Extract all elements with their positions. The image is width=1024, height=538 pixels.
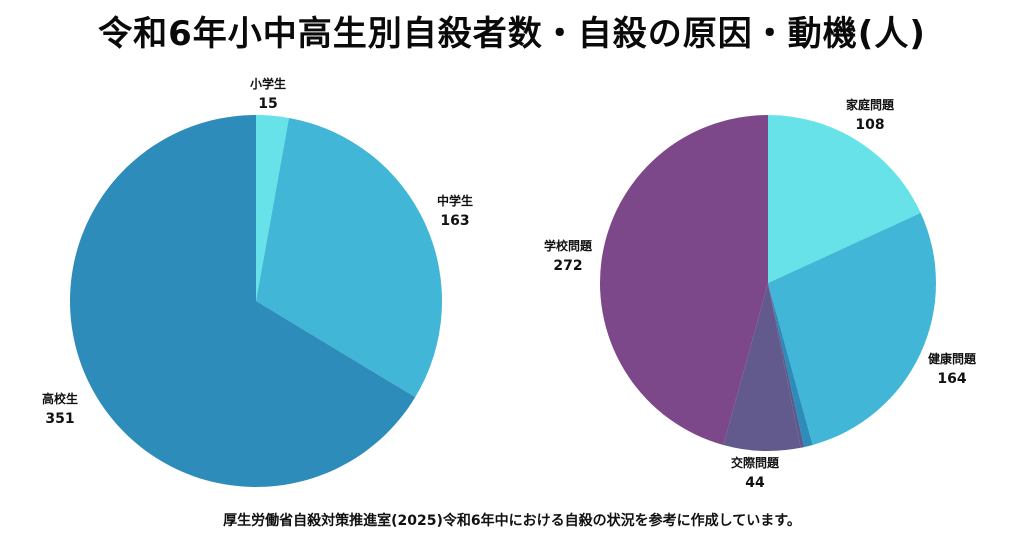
pie-slice <box>768 115 921 283</box>
slice-value-label: 272 <box>553 258 582 274</box>
pie-slice <box>256 117 443 398</box>
slice-label: 高校生 <box>42 391 78 406</box>
slice-label: 小学生 <box>250 76 286 91</box>
pie-slice <box>256 115 289 301</box>
pie-chart-students: 小学生 15 中学生 163 高校生 351 <box>42 76 473 488</box>
pie-slice <box>768 212 936 445</box>
slice-value-label: 351 <box>45 411 74 427</box>
chart-title: 令和6年小中高生別自殺者数・自殺の原因・動機(人) <box>98 14 926 54</box>
pie-slice <box>768 283 805 448</box>
slice-value-label: 108 <box>855 117 884 133</box>
slice-label: 交際問題 <box>731 455 780 470</box>
slice-value-label: 15 <box>258 96 277 112</box>
pie-slice <box>768 283 813 448</box>
slice-value-label: 164 <box>937 371 966 387</box>
slice-value-label: 44 <box>745 475 765 491</box>
source-note: 厚生労働省自殺対策推進室(2025)令和6年中における自殺の状況を参考に作成して… <box>223 513 801 529</box>
slice-value-label: 163 <box>440 213 469 229</box>
pie-slice <box>70 114 416 488</box>
slice-label: 家庭問題 <box>846 97 895 112</box>
slice-label: 学校問題 <box>544 238 593 253</box>
pie-slice <box>599 115 768 445</box>
pie-chart-causes: 家庭問題 108 健康問題 164 交際問題 44 学校問題 272 <box>544 97 977 491</box>
slice-label: 中学生 <box>437 193 473 208</box>
pie-slice <box>723 283 801 451</box>
slice-label: 健康問題 <box>928 351 977 366</box>
